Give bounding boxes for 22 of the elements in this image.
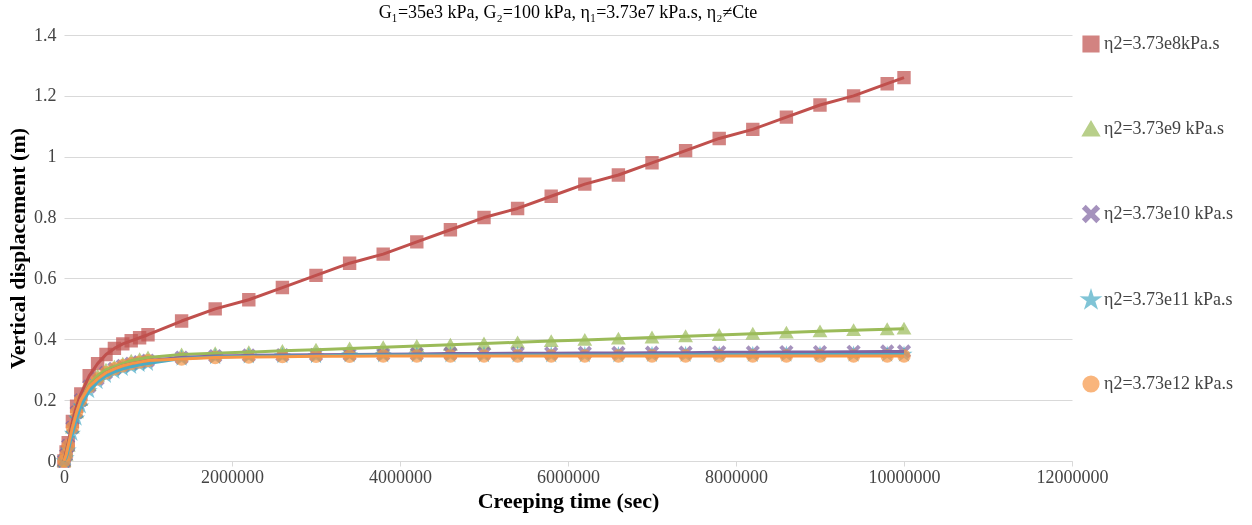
y-tick-label: 1.4 bbox=[34, 24, 57, 45]
y-tick-label: 0 bbox=[47, 450, 57, 471]
chart-title: G₁=35e3 kPa, G₂=100 kPa, η₁=3.73e7 kPa.s, η₂≠Cte bbox=[378, 2, 758, 22]
x-tick-label: 2000000 bbox=[201, 466, 264, 487]
x-tick-label: 6000000 bbox=[537, 466, 600, 487]
y-tick-label: 0.2 bbox=[34, 389, 57, 410]
legend-label: η2=3.73e8kPa.s bbox=[1104, 33, 1220, 53]
y-tick-label: 1.2 bbox=[34, 85, 57, 106]
y-tick-label: 1 bbox=[47, 146, 57, 167]
x-tick-label: 12000000 bbox=[1036, 466, 1109, 487]
x-tick-label: 10000000 bbox=[868, 466, 941, 487]
legend-label: η2=3.73e11 kPa.s bbox=[1104, 289, 1233, 309]
legend-label: η2=3.73e10 kPa.s bbox=[1104, 203, 1234, 223]
y-tick-label: 0.8 bbox=[34, 207, 57, 228]
legend-label: η2=3.73e9 kPa.s bbox=[1104, 118, 1225, 138]
y-axis-title: Vertical displacement (m) bbox=[5, 127, 30, 370]
legend-label: η2=3.73e12 kPa.s bbox=[1104, 373, 1234, 393]
x-axis-title: Creeping time (sec) bbox=[477, 487, 660, 513]
x-tick-label: 4000000 bbox=[369, 466, 432, 487]
y-tick-label: 0.4 bbox=[34, 328, 57, 349]
y-tick-label: 0.6 bbox=[34, 267, 57, 288]
x-tick-label: 8000000 bbox=[705, 466, 768, 487]
